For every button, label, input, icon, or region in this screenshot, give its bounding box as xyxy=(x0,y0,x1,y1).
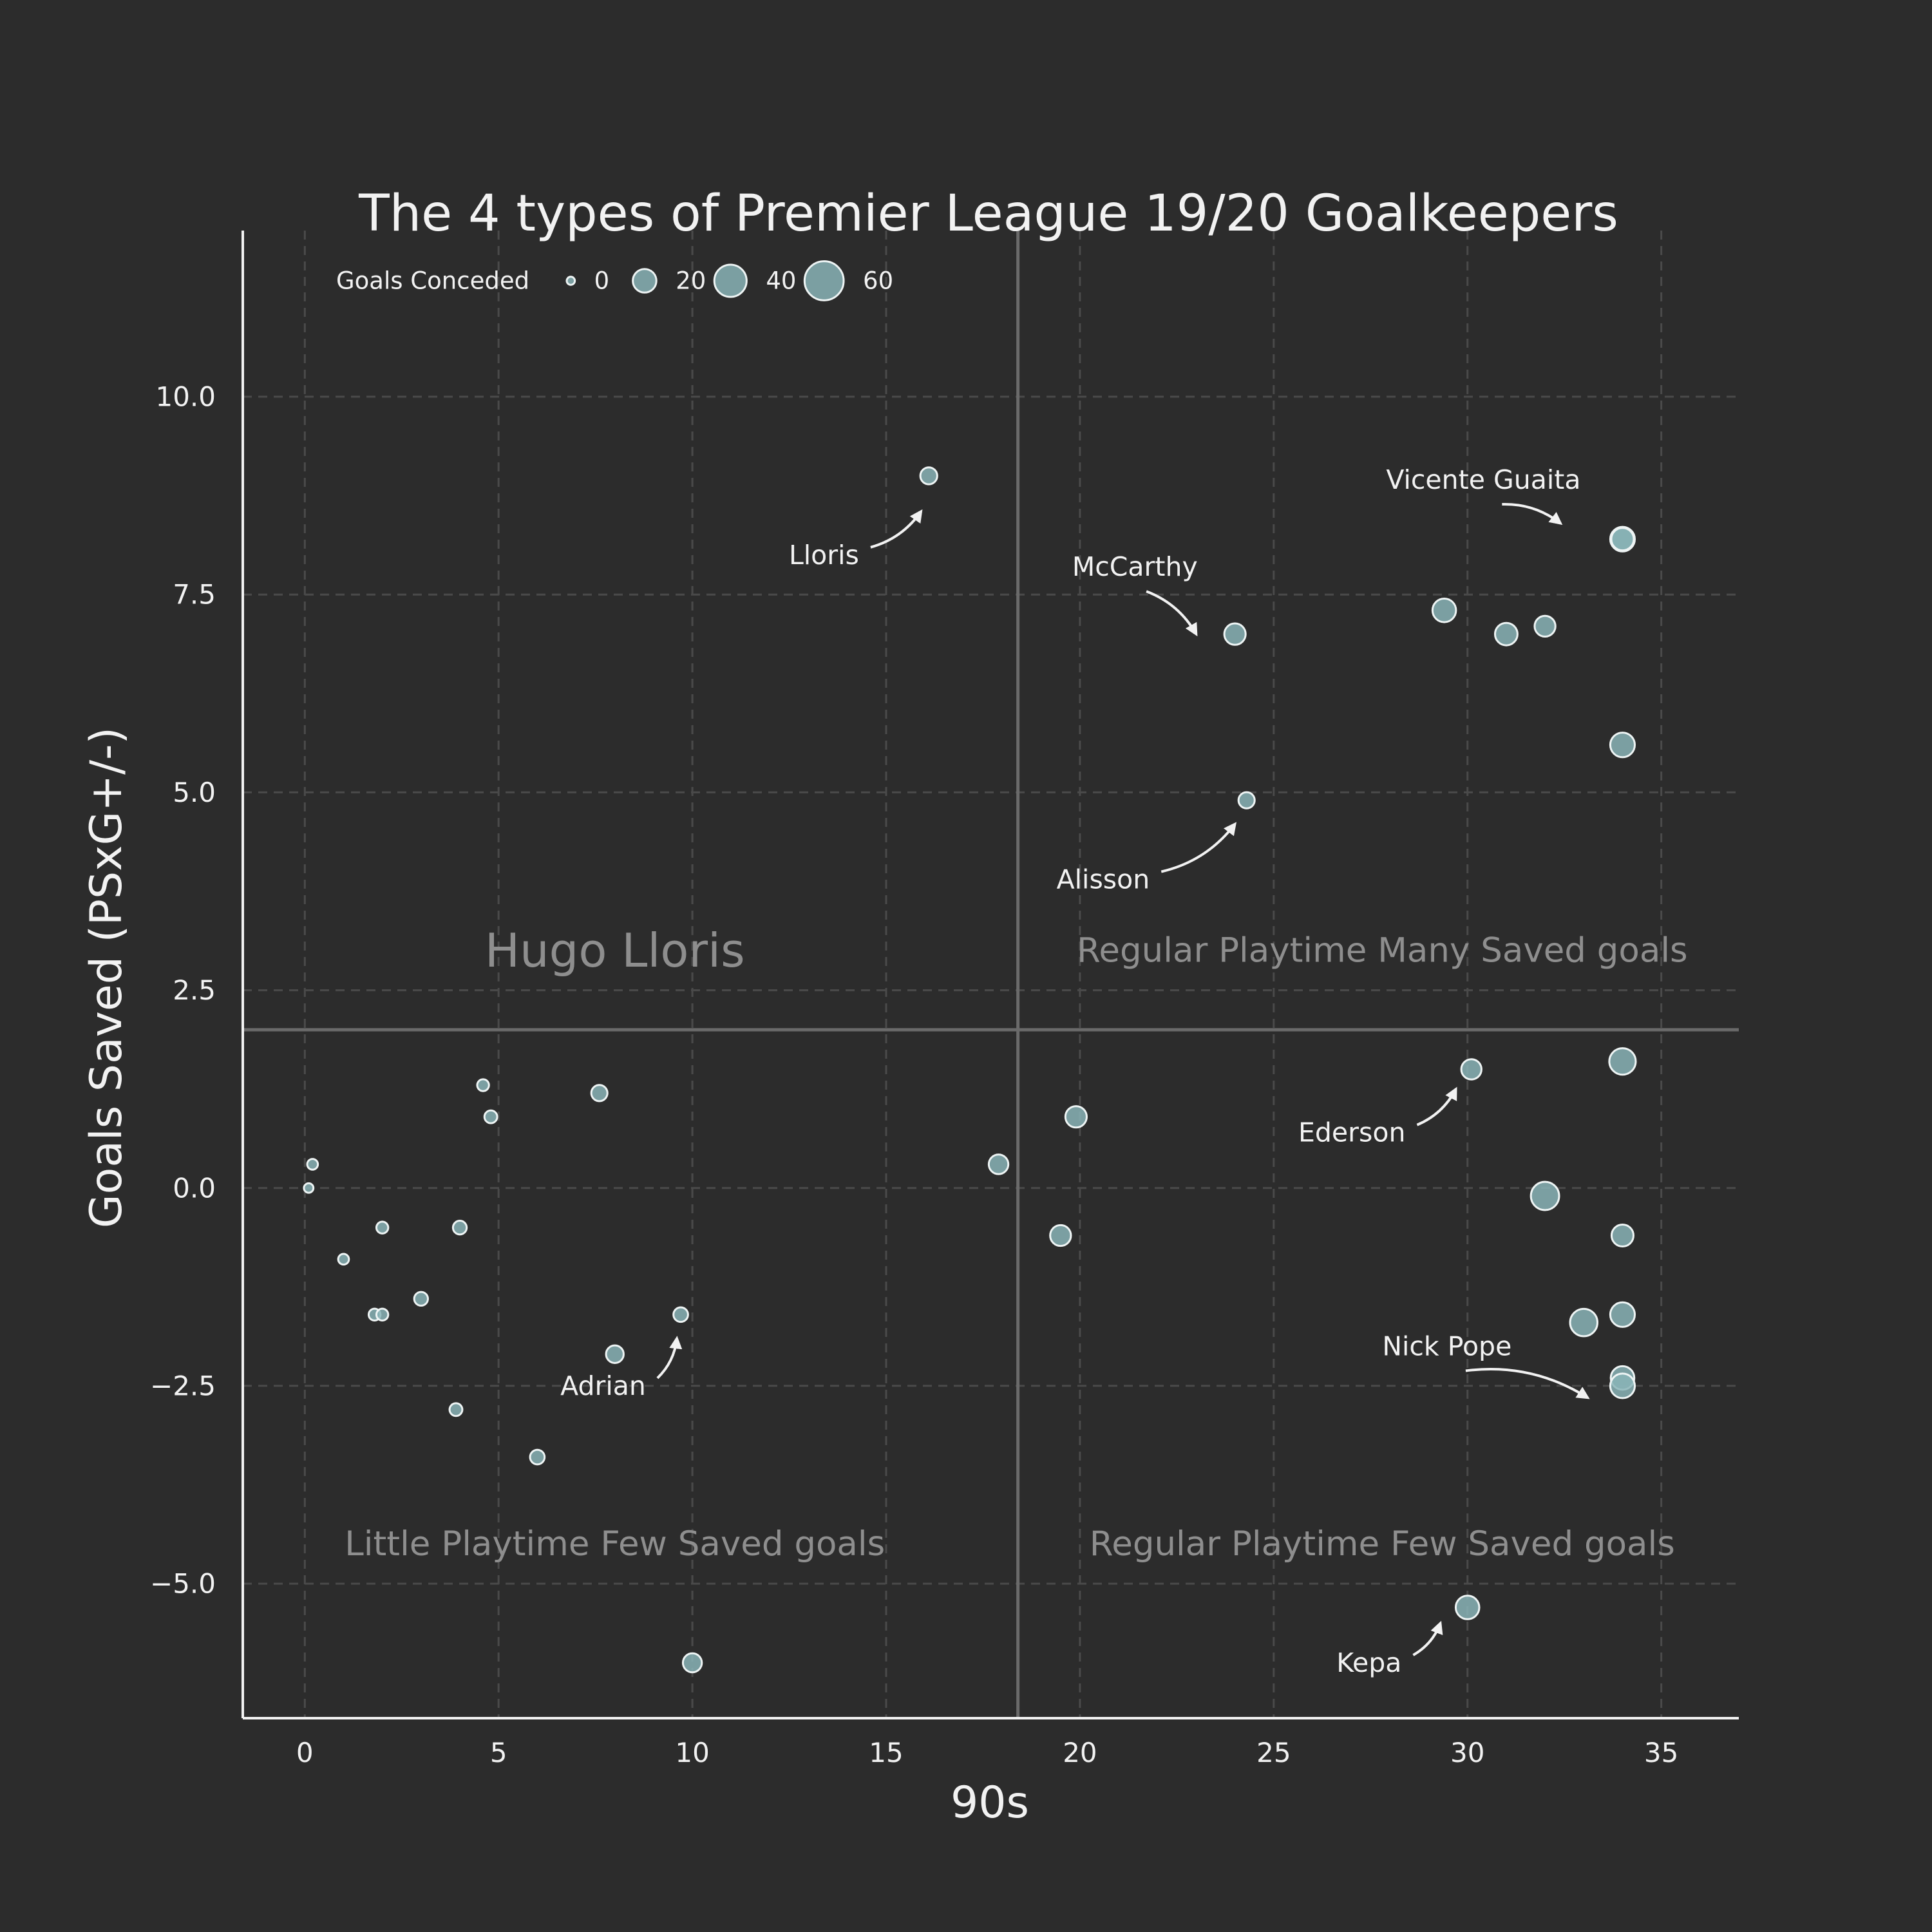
scatter-point xyxy=(1610,1223,1634,1248)
scatter-point xyxy=(375,1220,390,1235)
scatter-point xyxy=(476,1078,490,1092)
quadrant-labels: Hugo Lloris Regular Playtime Many Saved g… xyxy=(345,923,1687,1564)
quadrant-label: Hugo Lloris xyxy=(485,923,745,978)
scatter-point xyxy=(1609,1372,1636,1399)
scatter-point xyxy=(529,1448,546,1466)
annotation-arrow xyxy=(1412,1620,1443,1656)
scatter-point xyxy=(1609,732,1636,759)
x-tick-label: 15 xyxy=(869,1737,903,1768)
data-points xyxy=(303,466,1637,1674)
annotation-label: Ederson xyxy=(1298,1117,1405,1148)
legend-label: 40 xyxy=(766,267,796,295)
annotation-arrow xyxy=(1146,590,1198,637)
scatter-point xyxy=(337,1253,350,1266)
scatter-point xyxy=(413,1291,429,1307)
reference-lines xyxy=(243,231,1739,1718)
x-tick-label: 0 xyxy=(296,1737,314,1768)
legend-label: 20 xyxy=(676,267,706,295)
scatter-point xyxy=(605,1344,625,1364)
scatter-point xyxy=(1493,621,1519,647)
scatter-point xyxy=(1609,1301,1636,1328)
annotation-arrow xyxy=(1465,1367,1590,1399)
annotation-label: Nick Pope xyxy=(1382,1331,1511,1362)
scatter-point xyxy=(987,1153,1010,1175)
annotation-label: McCarthy xyxy=(1072,551,1198,582)
annotation-arrow xyxy=(656,1336,683,1379)
annotation-label: Alisson xyxy=(1057,864,1150,895)
legend-label: 0 xyxy=(594,267,610,295)
x-tick-label: 25 xyxy=(1256,1737,1291,1768)
x-axis-label: 90s xyxy=(951,1777,1029,1828)
size-legend: Goals Conceded 0 20 40 60 xyxy=(336,260,893,301)
scatter-point xyxy=(1533,614,1557,638)
scatter-point xyxy=(1569,1307,1599,1338)
annotation-label: Kepa xyxy=(1336,1647,1401,1678)
scatter-point xyxy=(1064,1105,1088,1129)
legend-marker xyxy=(565,276,576,286)
y-tick-label: −5.0 xyxy=(150,1568,216,1600)
scatter-point xyxy=(1608,1047,1637,1076)
y-tick-label: 7.5 xyxy=(173,579,216,611)
y-tick-label: 10.0 xyxy=(155,381,216,413)
legend-marker xyxy=(632,268,658,294)
scatter-point xyxy=(681,1652,703,1674)
annotations: Lloris McCarthy Vicente Guaita Alisson Eders… xyxy=(560,464,1590,1678)
scatter-point xyxy=(919,466,938,486)
scatter-point xyxy=(1530,1180,1560,1211)
scatter-point xyxy=(672,1306,689,1323)
annotation-arrow xyxy=(1416,1086,1457,1126)
legend-marker xyxy=(713,263,748,298)
scatter-point xyxy=(451,1220,468,1236)
annotation-arrow xyxy=(1160,822,1237,873)
quadrant-label: Regular Playtime Many Saved goals xyxy=(1077,931,1688,971)
x-tick-label: 20 xyxy=(1063,1737,1097,1768)
scatter-point xyxy=(1237,791,1256,810)
annotation-arrow xyxy=(870,509,923,549)
x-tick-label: 30 xyxy=(1450,1737,1484,1768)
y-axis-label: Goals Saved (PSxG+/-) xyxy=(81,727,132,1228)
scatter-point xyxy=(303,1182,315,1194)
scatter-point xyxy=(1431,598,1457,623)
scatter-point xyxy=(483,1109,498,1124)
scatter-point xyxy=(375,1307,390,1322)
legend-title: Goals Conceded xyxy=(336,267,529,295)
scatter-point xyxy=(1454,1595,1481,1620)
scatter-point xyxy=(590,1084,609,1103)
y-tick-label: −2.5 xyxy=(150,1370,216,1401)
annotation-label: Vicente Guaita xyxy=(1386,464,1580,495)
scatter-point xyxy=(1610,527,1635,552)
annotation-label: Lloris xyxy=(789,540,859,571)
quadrant-label: Little Playtime Few Saved goals xyxy=(345,1524,885,1564)
y-tick-label: 0.0 xyxy=(173,1172,216,1204)
axes: 0 5 10 15 20 25 30 35 −5.0 −2.5 0.0 2.5 5.0 7.5 10.0 xyxy=(150,231,1739,1768)
legend-marker xyxy=(803,260,845,301)
scatter-point xyxy=(448,1402,464,1417)
annotation-label: Adrian xyxy=(560,1370,646,1401)
scatter-point xyxy=(306,1158,319,1171)
y-tick-label: 5.0 xyxy=(173,777,216,808)
legend-label: 60 xyxy=(863,267,893,295)
scatter-point xyxy=(1223,622,1247,646)
chart-title: The 4 types of Premier League 19/20 Goal… xyxy=(358,185,1618,243)
scatter-point xyxy=(1460,1058,1482,1081)
scatter-point xyxy=(1049,1224,1072,1247)
x-tick-label: 35 xyxy=(1644,1737,1678,1768)
grid-lines xyxy=(243,231,1739,1718)
x-tick-label: 5 xyxy=(490,1737,507,1768)
y-tick-label: 2.5 xyxy=(173,974,216,1006)
annotation-arrow xyxy=(1502,503,1563,526)
x-tick-label: 10 xyxy=(675,1737,709,1768)
quadrant-label: Regular Playtime Few Saved goals xyxy=(1090,1524,1675,1564)
